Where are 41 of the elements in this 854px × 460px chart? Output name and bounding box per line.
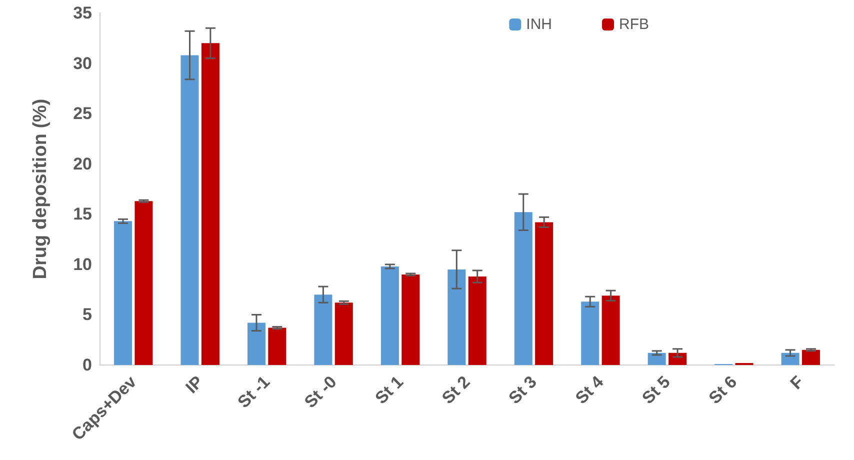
x-tick-label: St 4 bbox=[572, 372, 608, 408]
bar bbox=[802, 350, 820, 365]
bar bbox=[268, 328, 286, 365]
bar bbox=[648, 352, 666, 365]
x-tick-label: IP bbox=[182, 372, 207, 398]
y-tick-label: 5 bbox=[82, 305, 92, 324]
y-tick-label: 35 bbox=[73, 4, 92, 22]
y-tick-label: 10 bbox=[73, 254, 92, 274]
y-tick-label: 25 bbox=[73, 104, 92, 124]
bar bbox=[781, 352, 800, 365]
x-tick-label: St 3 bbox=[504, 372, 540, 408]
bar bbox=[468, 276, 486, 365]
bar bbox=[535, 222, 554, 365]
x-tick-label: St 1 bbox=[372, 372, 407, 408]
bar bbox=[514, 212, 532, 365]
x-tick-label: St 2 bbox=[438, 372, 474, 408]
bar bbox=[402, 274, 420, 365]
bar bbox=[448, 269, 466, 365]
legend-label: INH bbox=[526, 16, 552, 33]
bar bbox=[380, 266, 399, 365]
y-tick-label: 0 bbox=[82, 356, 92, 374]
y-tick-label: 15 bbox=[73, 204, 92, 224]
x-tick-label: St 5 bbox=[638, 372, 674, 408]
bar bbox=[581, 302, 600, 365]
bar bbox=[201, 43, 220, 365]
y-tick-label: 30 bbox=[73, 54, 92, 73]
x-tick-label: St 6 bbox=[705, 372, 741, 408]
bar bbox=[180, 55, 199, 365]
bar bbox=[668, 352, 687, 365]
bar bbox=[114, 221, 132, 365]
x-tick-label: St -1 bbox=[234, 372, 274, 412]
y-axis-title: Drug deposition (%) bbox=[30, 98, 51, 280]
bar bbox=[334, 302, 353, 365]
x-tick-label: F bbox=[786, 372, 808, 394]
bar bbox=[602, 296, 620, 365]
bar bbox=[314, 294, 332, 365]
bar bbox=[134, 201, 153, 365]
legend-label: RFB bbox=[619, 16, 649, 33]
bar bbox=[247, 322, 266, 365]
x-tick-label: St -0 bbox=[300, 372, 340, 412]
y-tick-label: 20 bbox=[73, 154, 92, 174]
